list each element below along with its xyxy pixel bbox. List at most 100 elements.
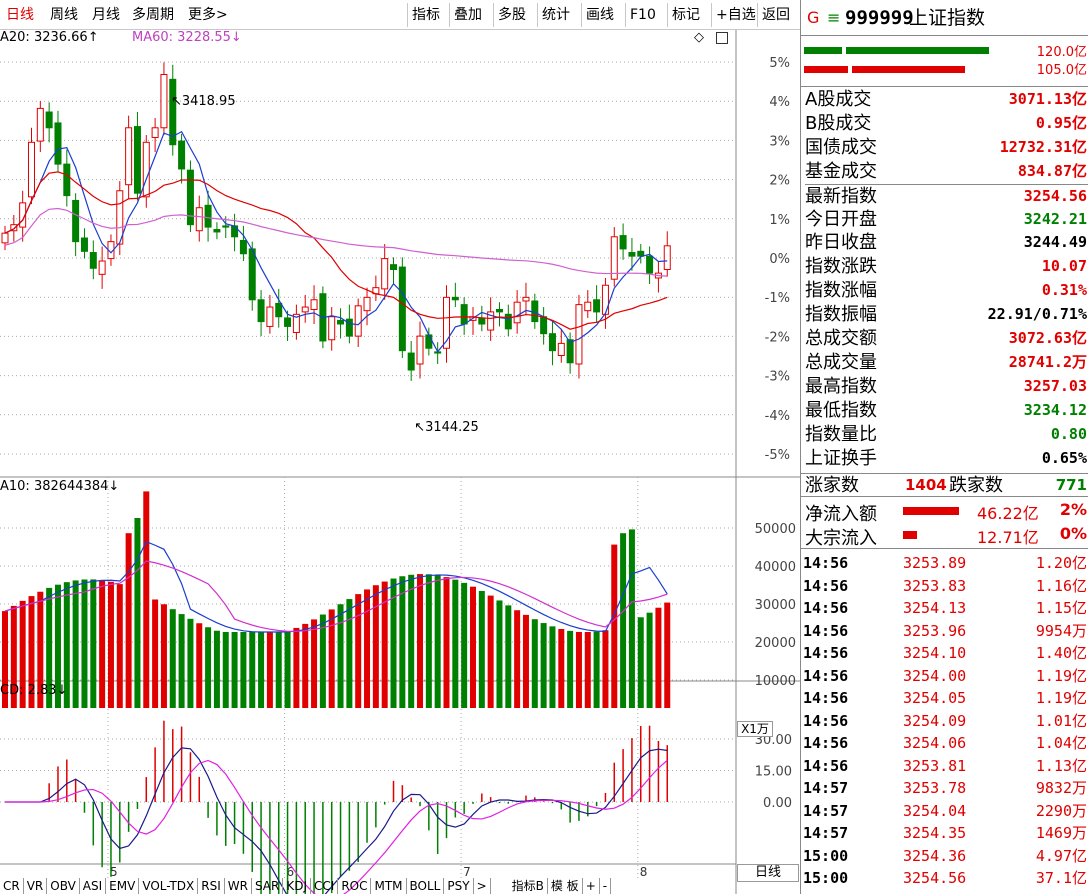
- tick-row: 15:00 3254.36 4.97亿: [803, 845, 1088, 868]
- tick-price: 3254.36: [903, 846, 967, 865]
- volume-bar: [381, 581, 388, 708]
- volume-bar: [169, 609, 176, 708]
- indicator-tab[interactable]: KDJ: [283, 878, 312, 894]
- volume-bar: [134, 518, 141, 708]
- indicator-tab[interactable]: VR: [24, 878, 48, 894]
- macd-tick-label: 0.00: [763, 796, 792, 811]
- tick-price: 3253.96: [903, 621, 967, 640]
- macd-legend: CD: 2.83↓: [0, 683, 68, 698]
- candle-body: [27, 141, 35, 198]
- mark-button[interactable]: 标记: [667, 3, 704, 27]
- tick-row: 14:56 3253.81 1.13亿: [803, 755, 1088, 778]
- tab-multi-period[interactable]: 多周期: [132, 7, 174, 23]
- volume-bar: [408, 574, 415, 708]
- candle-body: [531, 300, 539, 323]
- indicator-tab[interactable]: >: [474, 878, 491, 894]
- macd-dea-line: [5, 759, 668, 894]
- back-button[interactable]: 返回: [757, 3, 794, 27]
- candle-body: [195, 207, 203, 232]
- candle-body: [575, 304, 583, 365]
- zoom-out-button[interactable]: -: [600, 878, 612, 894]
- indicator-tab[interactable]: EMV: [106, 878, 140, 894]
- tick-time: 14:56: [803, 644, 849, 662]
- panel-toggle-icon[interactable]: [716, 32, 728, 44]
- tab-weekly[interactable]: 周线: [50, 7, 78, 23]
- tab-monthly[interactable]: 月线: [92, 7, 120, 23]
- indicator-button[interactable]: 指标: [407, 3, 444, 27]
- candle-body: [566, 339, 574, 364]
- tick-time: 14:56: [803, 666, 849, 685]
- volume-bar: [443, 577, 450, 708]
- multi-stock-button[interactable]: 多股: [493, 3, 530, 27]
- indicator-tab[interactable]: MTM: [371, 878, 407, 894]
- volume-bar: [37, 591, 44, 708]
- pct-tick-label: -3%: [765, 370, 790, 385]
- g-badge: G: [807, 8, 820, 27]
- indicator-tab[interactable]: SAR: [252, 878, 284, 894]
- volume-bar: [469, 586, 476, 708]
- tick-row: 15:00 3254.56 37.1亿: [803, 867, 1088, 890]
- kline-chart-area[interactable]: 5% 4% 3% 2% 1% 0% -1% -2% -3% -4% -5% 50000 40000 300…: [0, 30, 800, 894]
- volume-bar: [222, 632, 229, 708]
- indicator-tab[interactable]: VOL-TDX: [139, 878, 199, 894]
- add-watchlist-button[interactable]: +自选: [711, 3, 760, 27]
- candle-body: [72, 199, 80, 243]
- vol-tick-label: 10000: [755, 674, 796, 689]
- indicator-tab[interactable]: ASI: [80, 878, 107, 894]
- indicator-tab[interactable]: RSI: [198, 878, 225, 894]
- tick-row: 14:56 3254.06 1.04亿: [803, 732, 1088, 755]
- indicator-tab[interactable]: 模 板: [548, 878, 583, 894]
- statistics-button[interactable]: 统计: [537, 3, 574, 27]
- tab-more[interactable]: 更多>: [188, 7, 228, 23]
- indicator-tab[interactable]: 指标B: [509, 878, 548, 894]
- diamond-icon[interactable]: ◇: [694, 30, 704, 45]
- volume-bar: [196, 623, 203, 708]
- tick-price: 3253.83: [903, 576, 967, 595]
- pct-tick-label: -5%: [765, 448, 790, 463]
- indicator-tab[interactable]: PSY: [444, 878, 474, 894]
- period-label[interactable]: 日线: [737, 864, 799, 882]
- tick-row: 14:56 3254.00 1.19亿: [803, 665, 1088, 688]
- tick-amount: 1.04亿: [1035, 734, 1087, 752]
- high-annotation: ↖3418.95: [171, 94, 236, 109]
- stat-row: 指数涨跌 10.07: [805, 255, 1088, 278]
- f10-button[interactable]: F10: [625, 3, 660, 27]
- zoom-in-button[interactable]: +: [583, 878, 600, 894]
- candle-body: [310, 299, 318, 310]
- date-label: 6: [287, 865, 295, 879]
- stat-row: 最高指数 3257.03: [805, 375, 1088, 398]
- indicator-tab[interactable]: WR: [225, 878, 252, 894]
- indicator-tab[interactable]: OBV: [47, 878, 80, 894]
- indicator-tab[interactable]: CCI: [311, 878, 339, 894]
- tick-price: 3254.35: [903, 824, 967, 842]
- tick-time: 14:56: [803, 621, 849, 640]
- volume-bar: [505, 605, 512, 708]
- volume-bar: [178, 614, 185, 708]
- tab-daily[interactable]: 日线: [6, 7, 34, 23]
- indicator-tab[interactable]: BOLL: [407, 878, 445, 894]
- volume-bar: [266, 632, 273, 708]
- stat-row: B股成交 0.95亿: [805, 112, 1088, 135]
- tick-amount: 9832万: [1035, 779, 1087, 797]
- menu-icon[interactable]: ≡: [827, 8, 841, 27]
- tick-amount: 4.97亿: [1035, 846, 1087, 865]
- tick-time: 14:56: [803, 599, 849, 617]
- volume-bar: [302, 623, 309, 708]
- overlay-button[interactable]: 叠加: [449, 3, 486, 27]
- indicator-tab[interactable]: CR: [0, 878, 24, 894]
- indicator-tabs: CR VR OBV ASI EMV VOL-TDX RSI WR SAR KDJ CCI ROC MTM…: [0, 878, 800, 894]
- candle-body: [116, 190, 124, 245]
- candle-body: [345, 318, 353, 337]
- block-value: 12.71亿: [977, 528, 1039, 547]
- volume-bar: [90, 579, 97, 708]
- stat-value: 3234.12: [1023, 400, 1087, 419]
- indicator-tab[interactable]: ROC: [338, 878, 372, 894]
- draw-line-button[interactable]: 画线: [581, 3, 618, 27]
- inflow-box: 净流入额 46.22亿 2% 大宗流入 12.71亿 0%: [801, 499, 1088, 549]
- flow-bar-label: 105.0亿: [1036, 63, 1087, 78]
- ma60-legend: MA60: 3228.55↓: [132, 30, 242, 45]
- volume-bar: [567, 630, 574, 708]
- flow-bar: [846, 47, 989, 54]
- volume-bar: [531, 619, 538, 708]
- tick-time: 15:00: [803, 869, 849, 887]
